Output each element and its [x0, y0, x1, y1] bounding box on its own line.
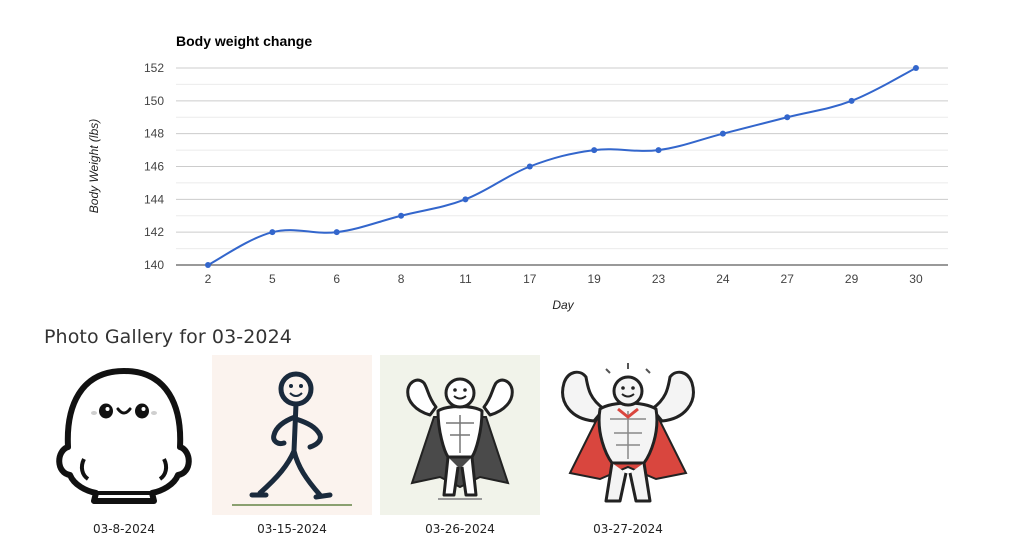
y-tick-label: 140: [144, 258, 164, 272]
x-tick-label: 2: [205, 272, 212, 286]
y-tick-label: 146: [144, 160, 164, 174]
data-point[interactable]: [398, 212, 405, 219]
chart-title: Body weight change: [176, 33, 312, 49]
x-tick-label: 5: [269, 272, 276, 286]
photo-date: 03-8-2024: [92, 522, 156, 536]
y-axis-label: Body Weight (lbs): [87, 119, 101, 213]
gallery-title: Photo Gallery for 03-2024: [44, 326, 292, 348]
y-tick-label: 152: [144, 61, 164, 75]
gallery-item[interactable]: 03-26-2024: [380, 355, 540, 536]
x-axis-label: Day: [552, 298, 574, 312]
data-point[interactable]: [848, 97, 855, 104]
series-line: [207, 67, 917, 266]
gallery-item[interactable]: 03-15-2024: [212, 355, 372, 536]
data-points: [205, 65, 919, 268]
data-point[interactable]: [333, 229, 340, 236]
x-tick-label: 11: [459, 272, 472, 286]
x-tick-label: 30: [909, 272, 923, 286]
x-tick-label: 27: [781, 272, 795, 286]
chart-grid: [176, 67, 948, 266]
stick-figure-icon[interactable]: [212, 355, 372, 515]
y-tick-label: 142: [144, 225, 164, 239]
photo-date: 03-26-2024: [425, 522, 495, 536]
data-point[interactable]: [591, 147, 598, 154]
x-tick-label: 29: [845, 272, 859, 286]
x-tick-label: 24: [716, 272, 730, 286]
line-chart: Body weight change 140 142 144 146 148 150 152…: [87, 33, 948, 312]
x-tick-label: 23: [652, 272, 666, 286]
bodybuilder-caped-figure-icon[interactable]: [548, 355, 708, 515]
y-axis-tick-labels: 140 142 144 146 148 150 152: [144, 61, 164, 272]
data-point[interactable]: [462, 196, 469, 203]
x-tick-label: 19: [587, 272, 601, 286]
data-point[interactable]: [912, 65, 919, 71]
blob-character-icon[interactable]: [44, 355, 204, 515]
data-point[interactable]: [526, 163, 533, 170]
data-point[interactable]: [269, 229, 276, 236]
muscular-caped-figure-icon[interactable]: [380, 355, 540, 515]
x-tick-label: 8: [398, 272, 405, 286]
x-tick-label: 17: [523, 272, 537, 286]
data-point[interactable]: [205, 262, 211, 268]
data-point[interactable]: [719, 130, 726, 137]
x-axis-tick-labels: 2 5 6 8 11 17 19 23 24 27 29 30: [205, 272, 923, 286]
gallery-item[interactable]: 03-27-2024: [548, 355, 708, 536]
data-point[interactable]: [655, 147, 662, 154]
photo-date: 03-15-2024: [257, 522, 327, 536]
gallery-item[interactable]: 03-8-2024: [44, 355, 204, 536]
y-tick-label: 144: [144, 192, 164, 206]
photo-date: 03-27-2024: [593, 522, 663, 536]
x-tick-label: 6: [333, 272, 340, 286]
data-point[interactable]: [784, 114, 791, 121]
y-tick-label: 150: [144, 94, 164, 108]
photo-gallery: 03-8-2024 03-15-2024: [44, 355, 708, 536]
y-tick-label: 148: [144, 127, 164, 141]
